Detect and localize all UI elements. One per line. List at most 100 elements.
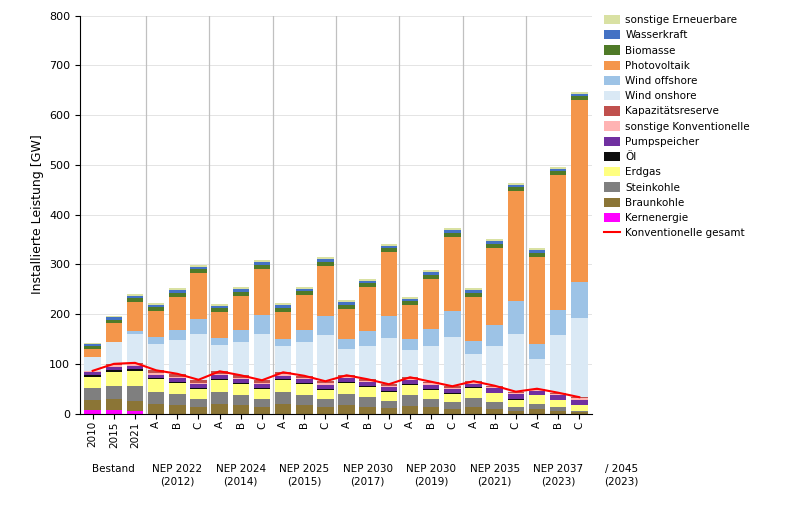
Bar	[486, 325, 503, 346]
Bar	[381, 401, 397, 408]
Bar	[550, 394, 566, 395]
Bar	[254, 389, 270, 399]
Bar	[126, 331, 143, 334]
Bar	[233, 405, 249, 414]
Bar	[507, 185, 524, 187]
Bar	[338, 340, 355, 349]
Bar	[466, 381, 482, 382]
Bar	[359, 287, 376, 331]
Bar	[402, 299, 418, 301]
Bar	[254, 334, 270, 381]
Bar	[296, 405, 313, 414]
Bar	[486, 387, 503, 388]
Bar	[423, 407, 439, 414]
Bar	[169, 288, 186, 290]
Bar	[106, 370, 122, 372]
Bar	[402, 381, 418, 384]
Text: NEP 2037
(2023): NEP 2037 (2023)	[533, 464, 583, 486]
Bar	[381, 392, 397, 401]
Bar	[317, 399, 334, 407]
Bar	[571, 405, 587, 410]
Bar	[402, 377, 418, 379]
Bar	[233, 287, 249, 289]
Bar	[148, 337, 165, 344]
Bar	[423, 275, 439, 279]
Bar	[233, 292, 249, 296]
Bar	[126, 366, 143, 369]
Bar	[571, 317, 587, 397]
Bar	[275, 374, 291, 376]
Bar	[169, 382, 186, 383]
Bar	[85, 343, 101, 344]
Bar	[317, 266, 334, 315]
Bar	[338, 375, 355, 377]
Bar	[126, 369, 143, 371]
Bar	[296, 295, 313, 330]
Bar	[486, 386, 503, 387]
Bar	[486, 248, 503, 325]
Bar	[423, 385, 439, 389]
Bar	[233, 395, 249, 405]
Bar	[402, 350, 418, 377]
Bar	[550, 407, 566, 410]
Bar	[148, 344, 165, 370]
Bar	[254, 314, 270, 334]
Bar	[148, 378, 165, 379]
Bar	[338, 377, 355, 378]
Bar	[106, 386, 122, 399]
Bar	[486, 388, 503, 393]
Bar	[296, 287, 313, 288]
Bar	[106, 399, 122, 409]
Bar	[190, 269, 206, 273]
Bar	[254, 262, 270, 265]
Bar	[254, 399, 270, 407]
Bar	[106, 320, 122, 323]
Bar	[296, 384, 313, 394]
Bar	[254, 381, 270, 383]
Bar	[85, 349, 101, 357]
Text: NEP 2022
(2012): NEP 2022 (2012)	[152, 464, 202, 486]
Bar	[190, 407, 206, 414]
Bar	[444, 233, 461, 237]
Bar	[381, 244, 397, 246]
Bar	[550, 171, 566, 175]
Bar	[402, 339, 418, 350]
Bar	[486, 239, 503, 241]
Bar	[317, 257, 334, 260]
Bar	[275, 305, 291, 308]
Bar	[254, 388, 270, 389]
Bar	[444, 394, 461, 402]
Bar	[211, 345, 228, 371]
Bar	[381, 391, 397, 392]
Bar	[296, 379, 313, 383]
Bar	[317, 381, 334, 383]
Text: / 2045
(2023): / 2045 (2023)	[605, 464, 639, 486]
Bar	[169, 330, 186, 341]
Bar	[233, 289, 249, 292]
Bar	[211, 303, 228, 306]
Bar	[466, 290, 482, 293]
Bar	[571, 410, 587, 412]
Bar	[338, 305, 355, 309]
Bar	[571, 398, 587, 400]
Bar	[444, 338, 461, 386]
Bar	[444, 402, 461, 408]
Bar	[444, 408, 461, 414]
Bar	[444, 386, 461, 388]
Text: NEP 2030
(2019): NEP 2030 (2019)	[406, 464, 456, 486]
Bar	[529, 257, 546, 344]
Bar	[571, 412, 587, 414]
Bar	[254, 384, 270, 388]
Bar	[190, 388, 206, 389]
Bar	[466, 384, 482, 387]
Bar	[423, 270, 439, 272]
Bar	[338, 349, 355, 375]
Bar	[254, 261, 270, 262]
Bar	[402, 301, 418, 305]
Bar	[169, 377, 186, 378]
Bar	[254, 383, 270, 384]
Bar	[486, 241, 503, 244]
Bar	[85, 375, 101, 377]
Bar	[275, 381, 291, 392]
Bar	[466, 398, 482, 407]
